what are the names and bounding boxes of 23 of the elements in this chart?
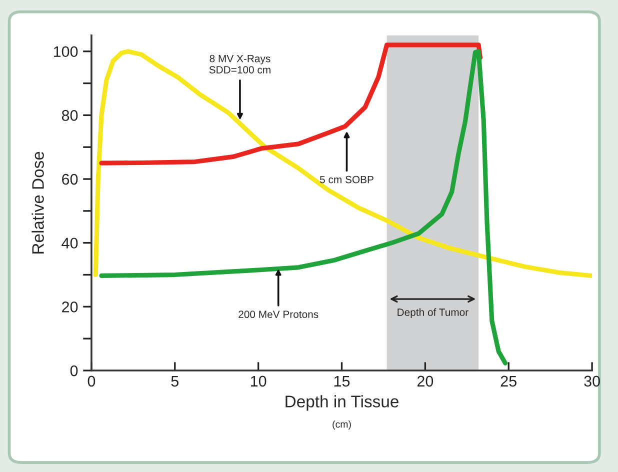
y-tick-label: 20 <box>62 302 78 312</box>
annotation: 8 MV X-Rays SDD=100 cm <box>209 54 270 74</box>
line-series <box>99 49 508 366</box>
annotation: 200 MeV Protons <box>238 310 318 318</box>
band-label: Depth of Tumor <box>398 308 468 318</box>
y-tick-label: 80 <box>62 110 78 121</box>
x-tick-label: 25 <box>500 376 516 387</box>
x-tick-label: 15 <box>334 376 350 387</box>
x-tick-label: 0 <box>88 376 96 387</box>
x-tick-label: 30 <box>584 376 600 387</box>
y-tick-label: 0 <box>70 365 78 376</box>
x-tick-label: 10 <box>250 376 266 387</box>
y-axis-title: Relative Dose <box>32 152 44 254</box>
x-tick-label: 20 <box>417 376 434 387</box>
annotation: 5 cm SOBP <box>320 176 374 184</box>
y-tick-label: 100 <box>54 46 78 58</box>
line-series <box>93 49 592 278</box>
x-tick-label: 5 <box>171 376 178 387</box>
y-tick-label: 40 <box>62 238 78 249</box>
y-tick-label: 60 <box>62 174 78 185</box>
line-series <box>99 42 483 166</box>
x-axis-title: Depth in Tissue <box>286 395 398 411</box>
text: (cm) <box>332 420 351 430</box>
